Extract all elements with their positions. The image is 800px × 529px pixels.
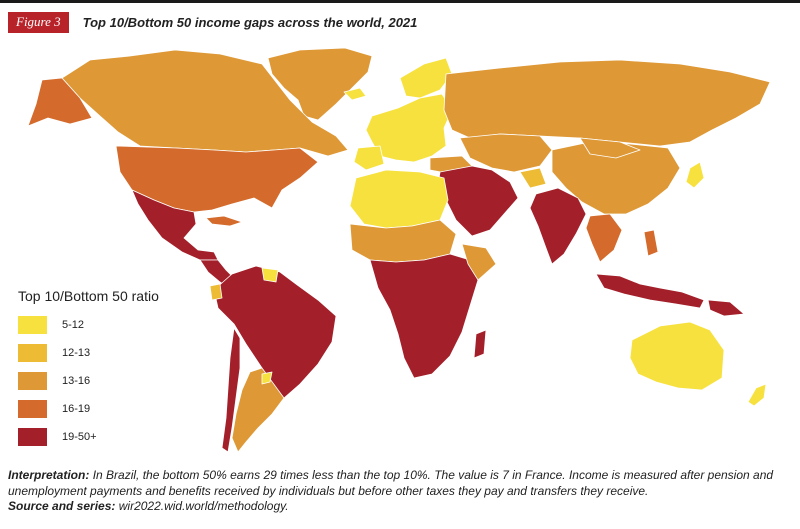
russia [443, 59, 771, 147]
top-rule [0, 0, 800, 3]
greenland [267, 47, 373, 121]
iberia [353, 145, 385, 171]
china [551, 141, 681, 215]
mexico [131, 189, 219, 261]
legend-label: 12-13 [62, 347, 91, 359]
ecuador [209, 283, 223, 301]
iceland [343, 87, 367, 101]
source-text: wir2022.wid.world/methodology. [118, 499, 289, 513]
legend-swatch [18, 316, 47, 334]
madagascar [473, 329, 487, 359]
uruguay [261, 371, 273, 385]
southeast-asia [585, 213, 623, 263]
horn-of-africa [461, 243, 497, 281]
canada [61, 49, 349, 157]
afghanistan [519, 167, 547, 189]
figure-header: Figure 3 Top 10/Bottom 50 income gaps ac… [0, 11, 417, 33]
north-africa [349, 169, 449, 229]
guyanas [261, 267, 279, 283]
legend-swatch [18, 372, 47, 390]
world-map-svg [27, 47, 771, 453]
legend-item: 5-12 [18, 316, 218, 334]
alaska [27, 77, 93, 127]
europe [365, 93, 453, 163]
legend-label: 19-50+ [62, 431, 97, 443]
cuba [205, 215, 243, 227]
mongolia [579, 137, 641, 159]
legend-items: 5-12 12-13 13-16 16-19 19-50+ [18, 316, 218, 446]
source-note: Source and series: wir2022.wid.world/met… [8, 499, 794, 515]
chile [221, 327, 241, 453]
legend-label: 5-12 [62, 319, 85, 331]
source-label: Source and series: [8, 499, 116, 513]
legend-item: 13-16 [18, 372, 218, 390]
argentina [231, 367, 285, 453]
figure-badge: Figure 3 [8, 11, 69, 33]
world-map [0, 38, 800, 458]
papua-new-guinea [707, 299, 745, 317]
legend-item: 12-13 [18, 344, 218, 362]
legend-item: 19-50+ [18, 428, 218, 446]
footer: Interpretation: In Brazil, the bottom 50… [8, 468, 794, 515]
australia [629, 321, 725, 391]
legend-swatch [18, 428, 47, 446]
legend-swatch [18, 400, 47, 418]
sub-saharan-africa [369, 253, 479, 379]
india [529, 187, 587, 265]
interpretation-text: In Brazil, the bottom 50% earns 29 times… [8, 468, 774, 498]
legend: Top 10/Bottom 50 ratio 5-12 12-13 13-16 16-… [18, 288, 218, 456]
interpretation-label: Interpretation: [8, 468, 90, 482]
sahel [349, 219, 457, 263]
interpretation-note: Interpretation: In Brazil, the bottom 50… [8, 468, 794, 499]
south-america [213, 265, 337, 399]
indonesia [595, 273, 705, 309]
legend-label: 13-16 [62, 375, 91, 387]
legend-swatch [18, 344, 47, 362]
new-zealand [747, 383, 767, 407]
scandinavia [399, 57, 453, 99]
japan [685, 161, 705, 189]
middle-east [437, 165, 519, 237]
legend-title: Top 10/Bottom 50 ratio [18, 288, 159, 304]
figure-title: Top 10/Bottom 50 income gaps across the … [82, 14, 418, 30]
central-asia [459, 133, 553, 173]
philippines [643, 229, 659, 257]
legend-item: 16-19 [18, 400, 218, 418]
legend-label: 16-19 [62, 403, 91, 415]
